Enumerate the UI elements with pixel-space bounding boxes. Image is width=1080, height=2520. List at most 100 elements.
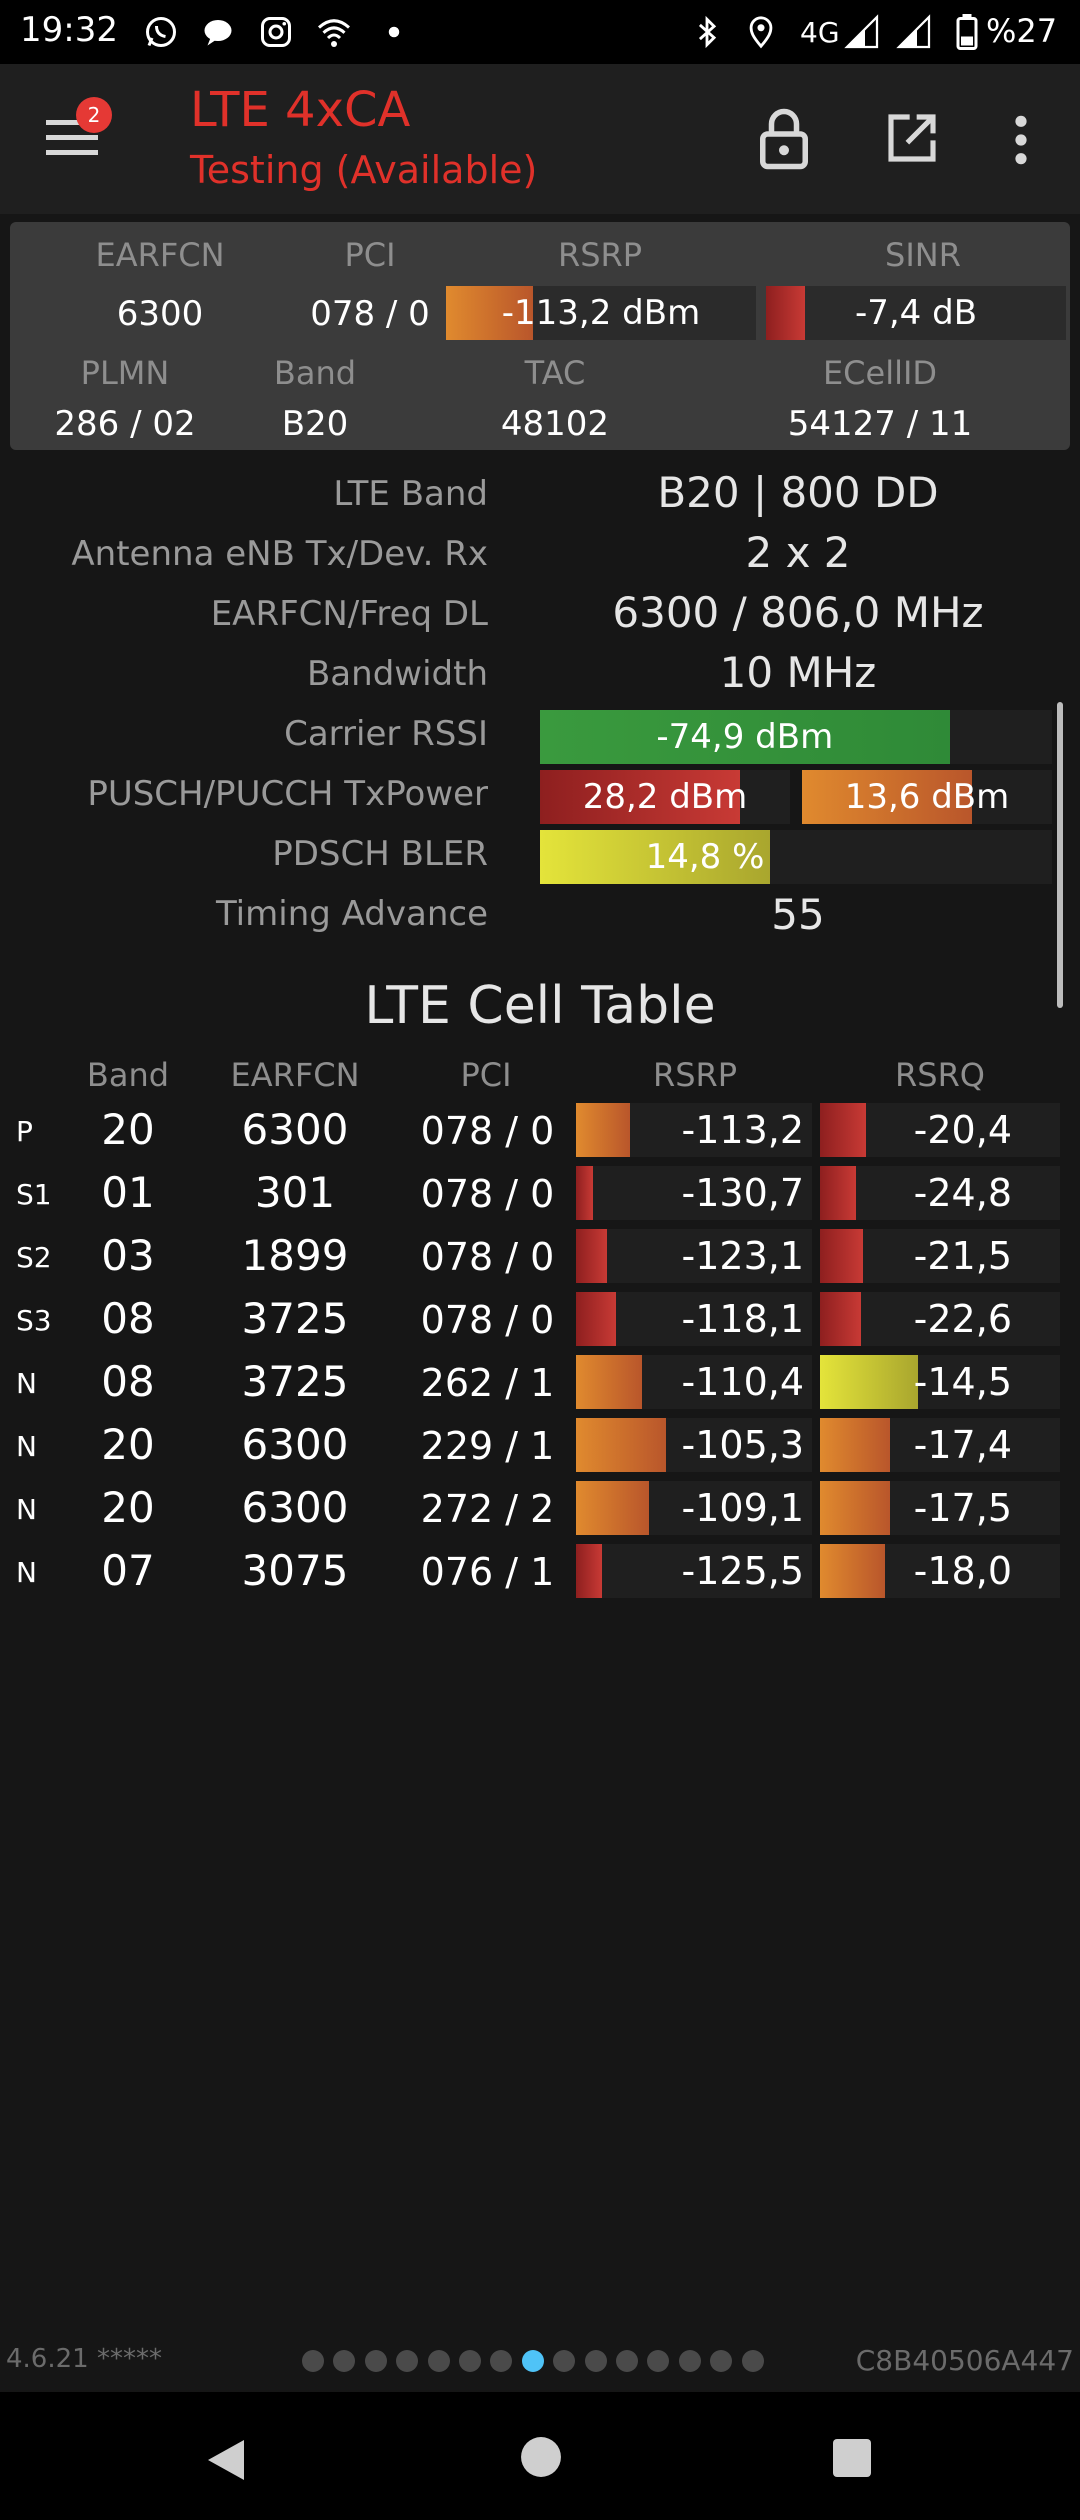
cell-pci: 076 / 1 [420,1550,555,1594]
detail-label-antenna: Antenna eNB Tx/Dev. Rx [71,534,488,574]
detail-earfcn-freq: 6300 / 806,0 MHz [612,588,984,637]
cell-earfcn: 3075 [241,1546,349,1595]
cell-rsrq-bar: -22,6 [820,1292,1060,1346]
page-dot-active[interactable] [521,2350,544,2372]
page-dot[interactable] [616,2350,638,2372]
device-id: C8B40506A447 [855,2344,1074,2377]
battery-level: %27 [986,12,1058,50]
menu-icon [46,120,98,155]
cell-rsrp-bar: -113,2 [576,1103,812,1157]
table-header-band: Band [86,1056,170,1094]
cell-rsrq-bar: -17,5 [820,1481,1060,1535]
whatsapp-icon [146,17,176,47]
detail-antenna: 2 x 2 [745,528,851,577]
lock-button[interactable] [754,106,814,172]
pusch-power-bar: 28,2 dBm [540,770,790,824]
chat-icon [204,20,232,46]
dot-icon [388,26,400,38]
scrollbar[interactable] [1057,702,1063,1008]
wifi-icon [317,19,351,47]
summary-sinr-value: -7,4 dB [854,293,978,333]
cell-type-tag: N [16,1367,37,1400]
cell-rsrp-bar: -110,4 [576,1355,812,1409]
status-bar: 19:32 4G [0,0,1080,64]
pusch-power-fill [540,770,740,824]
page-dot[interactable] [459,2350,481,2372]
carrier-rssi-bar: -74,9 dBm [540,710,1052,764]
page-dot[interactable] [710,2350,733,2372]
cell-band: 20 [101,1420,155,1469]
pucch-power-bar: 13,6 dBm [802,770,1052,824]
page-dot[interactable] [741,2350,764,2372]
cell-rsrp-fill [576,1544,602,1598]
cell-rsrq-bar: -24,8 [820,1166,1060,1220]
lock-icon [760,108,808,170]
cell-rsrp-bar: -130,7 [576,1166,812,1220]
detail-label-timing-advance: Timing Advance [215,894,488,934]
cell-band: 01 [101,1168,155,1217]
cell-rsrq-value: -17,5 [913,1486,1012,1530]
detail-label-bandwidth: Bandwidth [306,654,488,694]
summary-rsrp-bar: -113,2 dBm [446,286,756,340]
detail-label-carrier-rssi: Carrier RSSI [284,714,488,754]
detail-label-earfcn-freq: EARFCN/Freq DL [210,594,488,634]
page-dot[interactable] [396,2350,419,2372]
cell-rsrq-value: -17,4 [913,1423,1012,1467]
cell-rsrp-fill [576,1166,593,1220]
cell-rsrp-fill [576,1292,617,1346]
cell-rsrp-value: -113,2 [681,1108,805,1152]
home-icon[interactable] [520,2436,562,2478]
cell-rsrq-bar: -17,4 [820,1418,1060,1472]
cell-rsrq-value: -21,5 [913,1234,1012,1278]
cell-rsrq-bar: -18,0 [820,1544,1060,1598]
cell-band: 07 [101,1546,155,1595]
cell-rsrp-value: -109,1 [681,1486,805,1530]
cell-pci: 078 / 0 [420,1109,555,1153]
summary-header-tac: TAC [524,354,586,392]
page-dot[interactable] [584,2350,607,2372]
recents-icon[interactable] [832,2438,872,2478]
instagram-icon [261,17,291,47]
page-dot[interactable] [553,2350,576,2372]
summary-rsrp-fill [446,286,533,340]
cell-rsrp-fill [576,1481,650,1535]
cell-rsrq-value: -24,8 [913,1171,1012,1215]
page-dot[interactable] [364,2350,387,2372]
cell-type-tag: N [16,1430,37,1463]
share-button[interactable] [884,108,940,168]
page-dot[interactable] [333,2350,356,2372]
page-dot[interactable] [490,2350,513,2372]
menu-button[interactable] [46,116,100,160]
pdsch-bler-bar: 14,8 % [540,830,1052,884]
status-time: 19:32 [20,10,118,50]
cell-pci: 262 / 1 [420,1361,555,1405]
cell-rsrp-value: -130,7 [681,1171,805,1215]
cell-rsrp-value: -118,1 [681,1297,805,1341]
pucch-power-value: 13,6 dBm [844,777,1010,817]
summary-sinr-fill [766,286,805,340]
overflow-menu-button[interactable] [1006,112,1036,168]
detail-bandwidth: 10 MHz [719,648,877,697]
cell-rsrp-value: -125,5 [681,1549,805,1593]
detail-label-lte-band: LTE Band [333,474,488,514]
page-dot[interactable] [647,2350,670,2372]
cell-earfcn: 3725 [241,1294,349,1343]
cell-rsrp-fill [576,1229,607,1283]
cell-type-tag: S3 [16,1304,52,1337]
page-dot[interactable] [678,2350,701,2372]
table-header-rsrp: RSRP [652,1056,738,1094]
cell-band: 08 [101,1357,155,1406]
cell-rsrp-fill [576,1103,631,1157]
battery-icon [956,14,978,50]
summary-header-band: Band [273,354,357,392]
page-dot[interactable] [302,2350,324,2372]
cell-rsrq-fill [820,1103,866,1157]
detail-label-tx-power: PUSCH/PUCCH TxPower [87,774,488,814]
cell-rsrq-fill [820,1292,861,1346]
cell-rsrp-bar: -105,3 [576,1418,812,1472]
cell-rsrq-fill [820,1166,856,1220]
detail-label-pdsch-bler: PDSCH BLER [272,834,488,874]
page-dot[interactable] [427,2350,450,2372]
app-title: LTE 4xCA [190,82,411,138]
back-icon[interactable] [204,2436,248,2484]
